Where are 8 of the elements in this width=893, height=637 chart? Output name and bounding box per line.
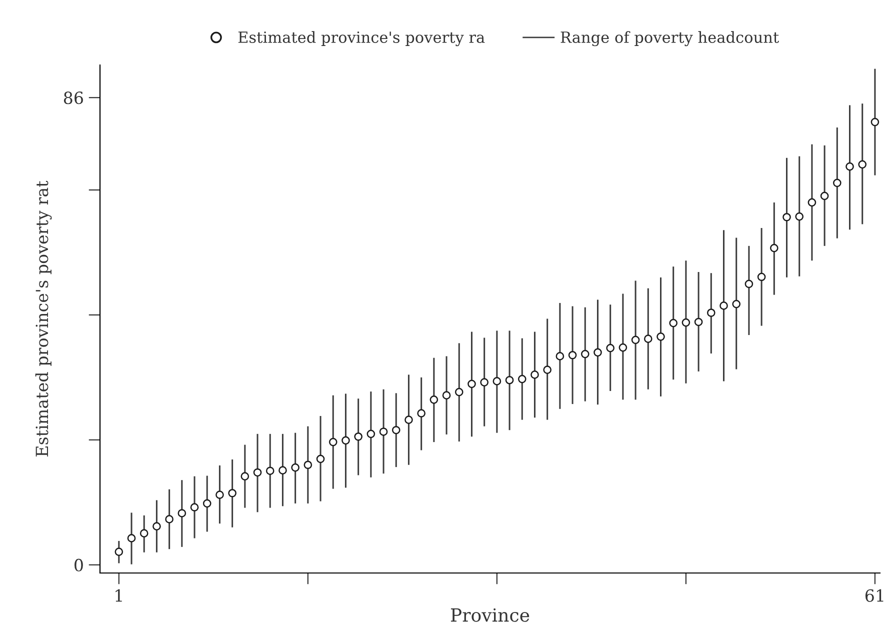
x-axis-title: Province [450,608,530,622]
x-tick-label: 1 [116,589,122,602]
x-tick-label: 61 [865,589,884,602]
y-tick-label: 86 [64,92,83,104]
legend-label: Range of poverty headcount [560,31,779,46]
legend-label: Estimated province's poverty ra [238,31,485,46]
y-axis-title: Estimated province's poverty rat [35,180,52,456]
y-tick-label: 0 [74,558,83,572]
